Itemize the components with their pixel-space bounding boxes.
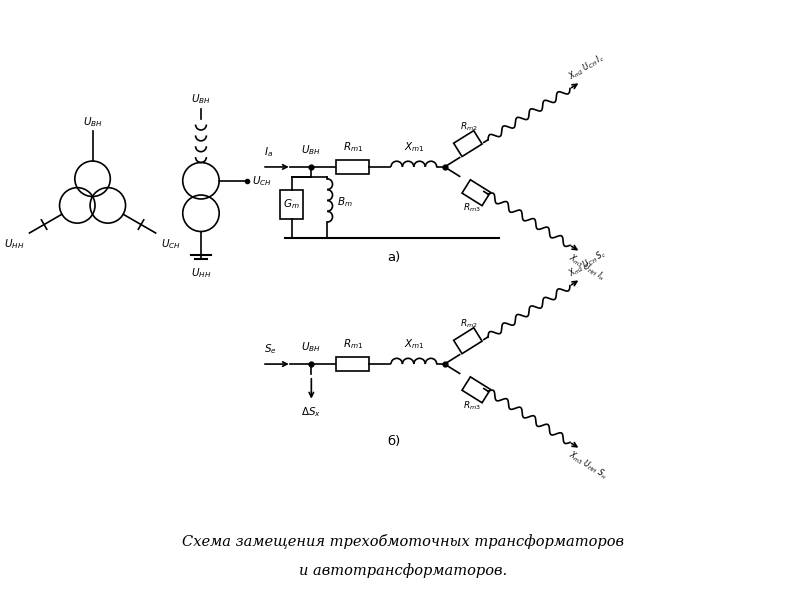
Text: $R_{m1}$: $R_{m1}$: [342, 140, 363, 154]
Text: $R_{m1}$: $R_{m1}$: [342, 337, 363, 351]
Bar: [462, 180, 490, 206]
Text: $X_{m1}$: $X_{m1}$: [403, 140, 424, 154]
Text: $R_{m2}$: $R_{m2}$: [460, 121, 478, 133]
Bar: [454, 131, 482, 157]
Text: а): а): [388, 251, 401, 264]
Text: $U_{ВН}$: $U_{ВН}$: [302, 143, 322, 157]
Text: $U_{ВН}$: $U_{ВН}$: [82, 115, 102, 128]
Text: $I_а$: $I_а$: [264, 145, 273, 159]
Text: $R_{m3}$: $R_{m3}$: [463, 202, 481, 214]
Bar: [280, 190, 303, 219]
Text: $X_{m3}\ U_{НН}\ S_{н}$: $X_{m3}\ U_{НН}\ S_{н}$: [566, 448, 610, 482]
Text: $X_{m2}\ U_{СН}\ I_{с}$: $X_{m2}\ U_{СН}\ I_{с}$: [566, 51, 607, 83]
Text: $U_{СН}$: $U_{СН}$: [161, 237, 181, 251]
Text: $X_{m2}\ U_{СН}\ S_{с}$: $X_{m2}\ U_{СН}\ S_{с}$: [566, 247, 609, 280]
Text: $R_{m3}$: $R_{m3}$: [463, 399, 481, 412]
Text: $X_{m1}$: $X_{m1}$: [403, 337, 424, 351]
Bar: [454, 328, 482, 353]
Bar: [337, 357, 369, 371]
Text: $G_{m}$: $G_{m}$: [283, 197, 300, 211]
Text: $S_{е}$: $S_{е}$: [264, 343, 277, 356]
Text: и автотрансформаторов.: и автотрансформаторов.: [299, 563, 507, 578]
Text: Схема замещения трехобмоточных трансформаторов: Схема замещения трехобмоточных трансформ…: [182, 534, 624, 549]
Text: $B_{m}$: $B_{m}$: [337, 196, 353, 209]
Bar: [462, 377, 490, 403]
Text: б): б): [388, 435, 401, 448]
Text: $U_{НН}$: $U_{НН}$: [190, 266, 211, 280]
Text: $U_{ВН}$: $U_{ВН}$: [191, 92, 211, 106]
Text: $R_{m2}$: $R_{m2}$: [460, 317, 478, 330]
Text: $U_{СН}$: $U_{СН}$: [252, 174, 272, 188]
Text: $\Delta S_x$: $\Delta S_x$: [302, 406, 322, 419]
Text: $U_{НН}$: $U_{НН}$: [4, 237, 25, 251]
Text: $X_{m3}\ U_{НН}\ I_{н}$: $X_{m3}\ U_{НН}\ I_{н}$: [566, 251, 607, 283]
Bar: [337, 160, 369, 174]
Text: $U_{ВН}$: $U_{ВН}$: [302, 340, 322, 354]
